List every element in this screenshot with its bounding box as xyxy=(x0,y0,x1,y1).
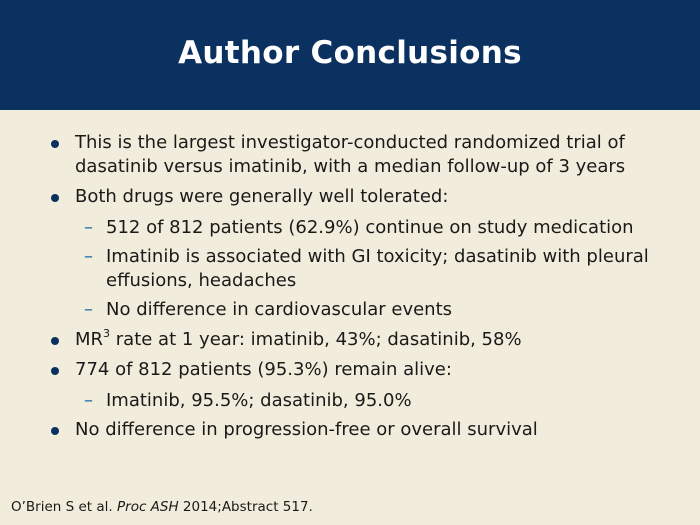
citation-details: 2014;Abstract 517. xyxy=(178,499,313,515)
title-banner: Author Conclusions xyxy=(0,0,700,110)
dash-icon: – xyxy=(84,216,93,238)
sub-item-text: No difference in cardiovascular events xyxy=(106,299,453,320)
dash-icon: – xyxy=(84,389,93,411)
bullet-text-suffix: rate at 1 year: imatinib, 43%; dasatinib… xyxy=(110,328,522,350)
sub-item-text: 512 of 812 patients (62.9%) continue on … xyxy=(106,216,634,238)
list-item: Both drugs were generally well tolerated… xyxy=(0,185,700,209)
sub-list-item: – Imatinib, 95.5%; dasatinib, 95.0% xyxy=(0,389,700,413)
bullet-icon xyxy=(51,427,59,435)
sub-item-text: Imatinib, 95.5%; dasatinib, 95.0% xyxy=(106,389,412,411)
list-item: MR3 rate at 1 year: imatinib, 43%; dasat… xyxy=(0,328,700,352)
dash-icon: – xyxy=(84,246,93,267)
bullet-icon xyxy=(51,367,59,375)
list-item: 774 of 812 patients (95.3%) remain alive… xyxy=(0,358,700,382)
conclusions-list: This is the largest investigator-conduct… xyxy=(0,131,700,449)
bullet-text: 774 of 812 patients (95.3%) remain alive… xyxy=(75,359,452,380)
bullet-icon xyxy=(51,336,59,345)
citation-authors: O’Brien S et al. xyxy=(11,499,117,515)
list-item: This is the largest investigator-conduct… xyxy=(0,131,700,178)
sub-item-text: Imatinib is associated with GI toxicity;… xyxy=(106,246,649,291)
sub-list-item: – Imatinib is associated with GI toxicit… xyxy=(0,245,700,292)
bullet-text: No difference in progression-free or ove… xyxy=(75,419,538,440)
sub-list-item: – No difference in cardiovascular events xyxy=(0,298,700,322)
page-title: Author Conclusions xyxy=(178,35,522,71)
dash-icon: – xyxy=(84,299,93,320)
bullet-icon xyxy=(51,194,59,202)
citation-footnote: O’Brien S et al. Proc ASH 2014;Abstract … xyxy=(11,499,313,515)
sub-list-item: – 512 of 812 patients (62.9%) continue o… xyxy=(0,216,700,240)
superscript: 3 xyxy=(103,326,111,340)
list-item: No difference in progression-free or ove… xyxy=(0,418,700,442)
bullet-icon xyxy=(51,140,59,148)
bullet-text: This is the largest investigator-conduct… xyxy=(75,132,626,177)
citation-journal: Proc ASH xyxy=(117,499,179,515)
bullet-text: Both drugs were generally well tolerated… xyxy=(75,186,449,207)
bullet-text-prefix: MR xyxy=(75,328,104,350)
